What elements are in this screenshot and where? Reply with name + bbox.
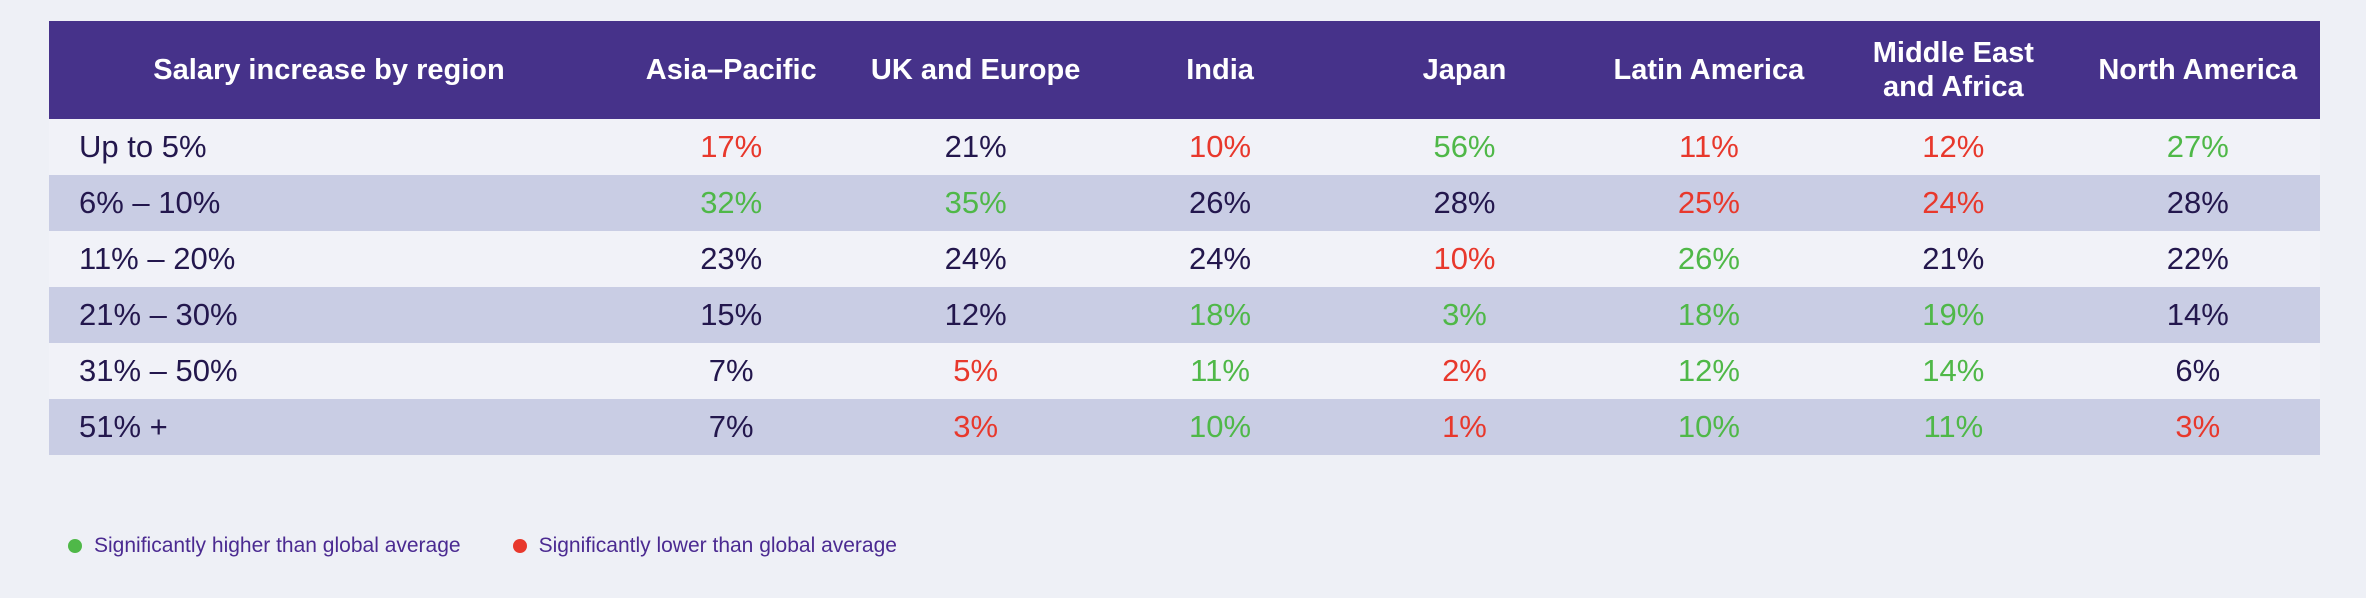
value-cell: 24%	[1189, 241, 1252, 276]
table-row: 21% – 30% 15% 12% 18% 3% 18% 19% 14%	[49, 287, 2320, 343]
legend-lower-label: Significantly lower than global average	[538, 534, 897, 557]
table-body: Up to 5% 17% 21% 10% 56% 11% 12% 27% 6% – 10% …	[49, 119, 2320, 455]
value-cell: 26%	[1677, 241, 1740, 276]
table-title: Salary increase by region	[153, 53, 505, 86]
table-row: 31% – 50% 7% 5% 11% 2% 12% 14% 6%	[49, 343, 2320, 399]
legend: Significantly higher than global average…	[68, 534, 897, 558]
column-header-5: Latin America	[1613, 53, 1805, 86]
row-label: Up to 5%	[79, 129, 207, 164]
value-cell: 14%	[2166, 297, 2229, 332]
value-cell: 12%	[1677, 353, 1740, 388]
value-cell: 35%	[944, 185, 1007, 220]
value-cell: 21%	[944, 129, 1007, 164]
value-cell: 15%	[700, 297, 763, 332]
value-cell: 27%	[2166, 129, 2229, 164]
table-row: Up to 5% 17% 21% 10% 56% 11% 12% 27%	[49, 119, 2320, 175]
row-label: 31% – 50%	[79, 353, 238, 388]
value-cell: 24%	[944, 241, 1007, 276]
column-header-3: India	[1186, 53, 1254, 86]
value-cell: 28%	[1433, 185, 1496, 220]
row-label: 51% +	[79, 409, 168, 444]
value-cell: 10%	[1677, 409, 1740, 444]
value-cell: 26%	[1189, 185, 1252, 220]
column-header-7: North America	[2098, 53, 2298, 86]
value-cell: 6%	[2175, 353, 2221, 388]
value-cell: 7%	[708, 353, 754, 388]
table-row: 11% – 20% 23% 24% 24% 10% 26% 21% 22%	[49, 231, 2320, 287]
value-cell: 14%	[1922, 353, 1985, 388]
value-cell: 18%	[1189, 297, 1252, 332]
table-row: 51% + 7% 3% 10% 1% 10% 11% 3%	[49, 399, 2320, 455]
value-cell: 7%	[708, 409, 754, 444]
value-cell: 56%	[1433, 129, 1496, 164]
column-header-2: UK and Europe	[870, 53, 1081, 86]
value-cell: 2%	[1442, 353, 1487, 388]
value-cell: 10%	[1189, 129, 1252, 164]
table-row: 6% – 10% 32% 35% 26% 28% 25% 24% 28%	[49, 175, 2320, 231]
column-header-6: Middle East and Africa	[1872, 36, 2034, 103]
value-cell: 11%	[1679, 129, 1739, 164]
higher-dot-icon	[68, 539, 82, 553]
table-header-row: Salary increase by region Asia–Pacific UK…	[49, 21, 2320, 119]
legend-item-lower: Significantly lower than global average	[512, 534, 897, 558]
value-cell: 11%	[1190, 353, 1250, 388]
value-cell: 11%	[1923, 409, 1984, 444]
value-cell: 18%	[1677, 297, 1740, 332]
value-cell: 12%	[1922, 129, 1985, 164]
value-cell: 19%	[1922, 297, 1985, 332]
row-label: 11% – 20%	[79, 241, 236, 276]
value-cell: 3%	[953, 409, 999, 444]
value-cell: 5%	[953, 353, 999, 388]
salary-increase-table: Salary increase by region Asia–Pacific UK…	[49, 21, 2320, 455]
value-cell: 32%	[700, 185, 763, 220]
legend-higher-label: Significantly higher than global average	[94, 534, 461, 557]
value-cell: 12%	[944, 297, 1007, 332]
value-cell: 28%	[2166, 185, 2229, 220]
value-cell: 10%	[1433, 241, 1496, 276]
value-cell: 24%	[1922, 185, 1985, 220]
value-cell: 3%	[2175, 409, 2221, 444]
value-cell: 21%	[1922, 241, 1985, 276]
value-cell: 25%	[1677, 185, 1740, 220]
row-label: 6% – 10%	[79, 185, 221, 220]
value-cell: 1%	[1442, 409, 1487, 444]
value-cell: 10%	[1189, 409, 1252, 444]
lower-dot-icon	[512, 539, 527, 553]
value-cell: 3%	[1442, 297, 1487, 332]
value-cell: 22%	[2166, 241, 2229, 276]
value-cell: 23%	[700, 241, 763, 276]
column-header-4: Japan	[1422, 53, 1507, 86]
value-cell: 17%	[700, 129, 763, 164]
column-header-1: Asia–Pacific	[645, 53, 817, 86]
legend-item-higher: Significantly higher than global average	[68, 534, 461, 558]
row-label: 21% – 30%	[79, 297, 238, 332]
